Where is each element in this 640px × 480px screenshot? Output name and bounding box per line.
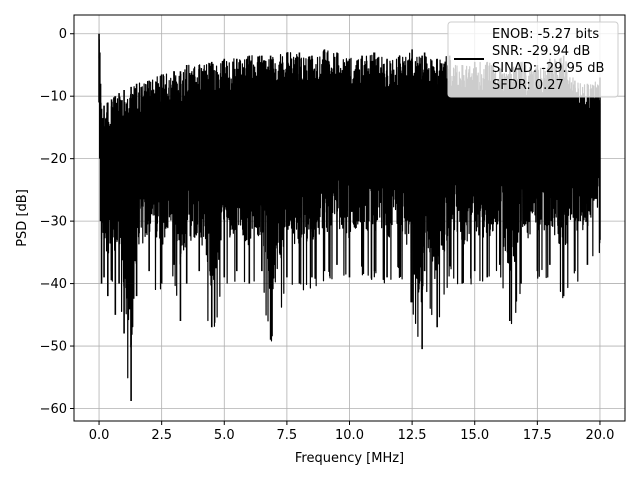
y-tick-label: −50 — [40, 340, 67, 355]
y-tick-label: −60 — [40, 402, 67, 417]
x-tick-label: 7.5 — [277, 428, 298, 443]
y-axis-ticks: 0 −10 −20 −30 −40 −50 −60 — [40, 27, 74, 417]
y-tick-label: 0 — [59, 27, 67, 42]
y-tick-label: −30 — [40, 215, 67, 230]
legend-sfdr: SFDR: 0.27 — [492, 78, 564, 93]
x-tick-label: 12.5 — [398, 428, 427, 443]
y-tick-label: −10 — [40, 90, 67, 105]
x-tick-label: 17.5 — [523, 428, 552, 443]
legend: ENOB: -5.27 bits SNR: -29.94 dB SINAD: -… — [447, 21, 619, 98]
y-tick-label: −20 — [40, 152, 67, 167]
legend-enob: ENOB: -5.27 bits — [492, 27, 599, 42]
x-tick-label: 20.0 — [585, 428, 614, 443]
x-tick-label: 2.5 — [151, 428, 172, 443]
x-axis-ticks: 0.0 2.5 5.0 7.5 10.0 12.5 15.0 17.5 20.0 — [89, 421, 614, 443]
y-tick-label: −40 — [40, 277, 67, 292]
x-tick-label: 5.0 — [214, 428, 235, 443]
x-axis-label: Frequency [MHz] — [295, 451, 404, 466]
x-tick-label: 10.0 — [335, 428, 364, 443]
legend-snr: SNR: -29.94 dB — [492, 44, 590, 59]
y-axis-label: PSD [dB] — [15, 189, 30, 247]
legend-sinad: SINAD: -29.95 dB — [492, 61, 604, 76]
x-tick-label: 15.0 — [460, 428, 489, 443]
legend-box — [447, 21, 619, 98]
x-tick-label: 0.0 — [89, 428, 110, 443]
